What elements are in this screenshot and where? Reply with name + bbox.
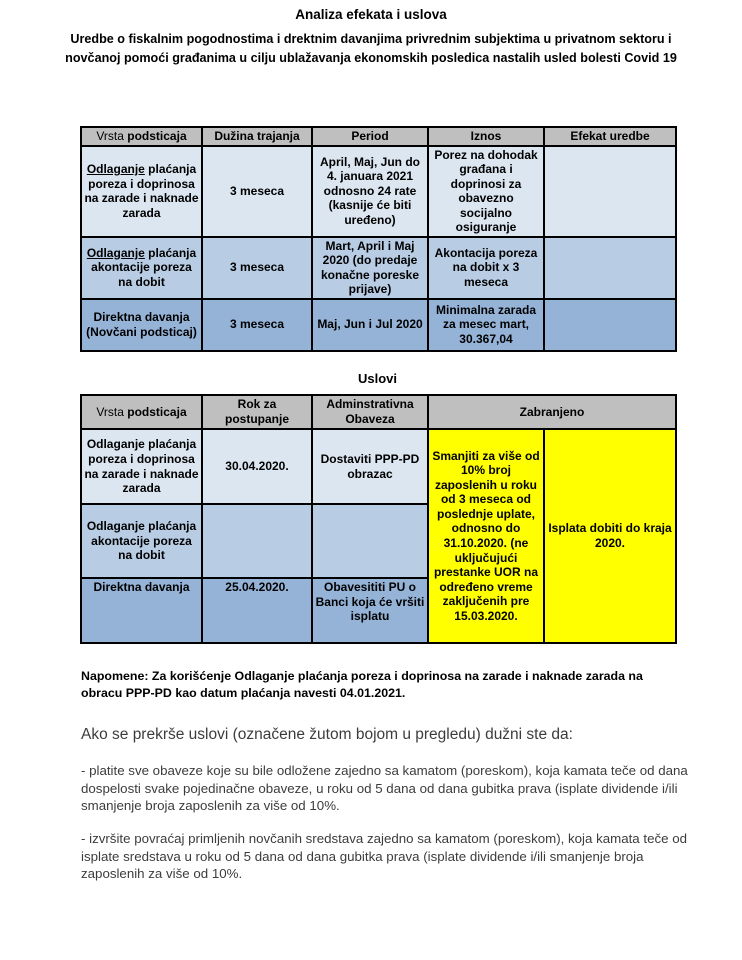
t2-r2-type-cell: Odlaganje plaćanja akontacije poreza na … <box>80 503 203 579</box>
doc-subtitle-line1: Uredbe o fiskalnim pogodnostima i drektn… <box>70 32 672 46</box>
t2-r1-obligation-cell: Dostaviti PPP-PD obrazac <box>311 428 429 505</box>
t2-header-rok: Rok za postupanje <box>201 394 313 430</box>
page-title: Analiza efekata i uslova <box>295 7 447 22</box>
t1-r1-type-rest: plaćanja poreza i doprinosa na zarade i … <box>84 162 199 220</box>
incentives-header-row: Vrsta podsticaja Dužina trajanja Period … <box>80 126 677 147</box>
table-row: Direktna davanja 25.04.2020. Obavesititi… <box>80 577 676 644</box>
t1-r3-duration-cell: 3 meseca <box>201 297 313 352</box>
t1-r1-period-cell: April, Maj, Jun do 4. januara 2021 odnos… <box>311 144 429 238</box>
conditions-header-row: Vrsta podsticaja Rok za postupanje Admin… <box>80 394 677 430</box>
t1-r3-type-cell: Direktna davanja (Novčani podsticaj) <box>80 297 203 352</box>
t1-r3-type-rest: Direktna davanja (Novčani podsticaj) <box>86 310 197 339</box>
t2-r3-deadline-cell: 25.04.2020. <box>201 577 313 644</box>
t1-r1-type-underlined: Odlaganje <box>86 162 145 177</box>
t1-r1-amount-cell: Porez na dohodak građana i doprinosi za … <box>427 144 545 238</box>
doc-subtitle: Uredbe o fiskalnim pogodnostima i drektn… <box>0 30 742 68</box>
conditions-heading: Uslovi <box>357 371 397 386</box>
t2-r1-deadline-cell: 30.04.2020. <box>201 428 313 505</box>
t1-r2-effect-cell <box>543 235 677 300</box>
t1-r3-effect-cell <box>543 297 677 352</box>
t1-header-duzina: Dužina trajanja <box>201 126 313 147</box>
t1-r2-period-cell: Mart, April i Maj 2020 (do predaje konač… <box>311 235 429 300</box>
t1-r2-amount-cell: Akontacija poreza na dobit x 3 meseca <box>427 235 545 300</box>
t1-r1-duration-cell: 3 meseca <box>201 144 313 238</box>
forbidden-cell-left: Smanjiti za više od 10% broj zaposlenih … <box>427 428 545 644</box>
t1-r3-period-cell: Maj, Jun i Jul 2020 <box>311 297 429 352</box>
t2-header-rok-line2: postupanje <box>224 412 289 426</box>
notes-paragraph: Napomene: Za korišćenje Odlaganje plaćan… <box>81 669 643 700</box>
t1-header-vrsta-regular: Vrsta <box>96 129 128 143</box>
doc-subtitle-line2: novčanoj pomoći građanima u cilju ublaža… <box>65 51 677 65</box>
t2-r3-type-cell: Direktna davanja <box>80 577 203 644</box>
t2-header-obaveza-line1: Adminstrativna <box>326 397 414 412</box>
incentives-table: Vrsta podsticaja Dužina trajanja Period … <box>80 126 677 352</box>
t1-r2-type-underlined: Odlaganje <box>86 245 145 260</box>
table-row: Odlaganje plaćanja akontacije poreza na … <box>80 235 677 300</box>
t2-header-rok-line1: Rok za <box>237 397 277 412</box>
t1-r2-duration-cell: 3 meseca <box>201 235 313 300</box>
t2-header-obaveza-line2: Obaveza <box>345 412 395 426</box>
violation-bullet-1: - platite sve obaveze koje su bile odlož… <box>81 763 688 813</box>
t1-header-period: Period <box>311 126 429 147</box>
table-row: Odlaganje plaćanja poreza i doprinosa na… <box>80 428 677 644</box>
violation-bullet-2: - izvršite povraćaj primljenih novčanih … <box>81 831 688 881</box>
t2-r2-obligation-cell <box>311 503 429 579</box>
forbidden-cell-right: Isplata dobiti do kraja 2020. <box>543 428 677 644</box>
t1-r1-effect-cell <box>543 144 677 238</box>
t2-r3-obligation-cell: Obavesititi PU o Banci koja će vršiti is… <box>311 577 429 644</box>
t1-r2-type-cell: Odlaganje plaćanja akontacije poreza na … <box>80 235 203 300</box>
t2-header-zabranjeno: Zabranjeno <box>427 394 677 430</box>
t2-header-obaveza: Adminstrativna Obaveza <box>311 394 429 430</box>
t2-r1-type-cell: Odlaganje plaćanja poreza i doprinosa na… <box>80 428 203 505</box>
t1-header-iznos: Iznos <box>427 126 545 147</box>
t2-header-vrsta-bold: podsticaja <box>127 404 187 419</box>
t2-header-vrsta: Vrsta podsticaja <box>80 394 203 430</box>
table-row: Odlaganje plaćanja akontacije poreza na … <box>80 503 676 579</box>
table-row: Direktna davanja (Novčani podsticaj) 3 m… <box>80 297 677 352</box>
t2-header-vrsta-regular: Vrsta <box>96 404 128 419</box>
t1-header-vrsta: Vrsta podsticaja <box>80 126 203 147</box>
t1-r3-amount-cell: Minimalna zarada za mesec mart, 30.367,0… <box>427 297 545 352</box>
t1-header-vrsta-bold: podsticaja <box>127 129 187 143</box>
violation-heading: Ako se prekrše uslovi (označene žutom bo… <box>81 726 573 743</box>
t1-r1-type-cell: Odlaganje plaćanja poreza i doprinosa na… <box>80 144 203 238</box>
conditions-table: Vrsta podsticaja Rok za postupanje Admin… <box>80 394 677 644</box>
t2-r2-deadline-cell <box>201 503 313 579</box>
t1-header-efekat: Efekat uredbe <box>543 126 677 147</box>
table-row: Odlaganje plaćanja poreza i doprinosa na… <box>80 144 677 238</box>
t1-r2-type-rest: plaćanja akontacije poreza na dobit <box>91 245 197 289</box>
